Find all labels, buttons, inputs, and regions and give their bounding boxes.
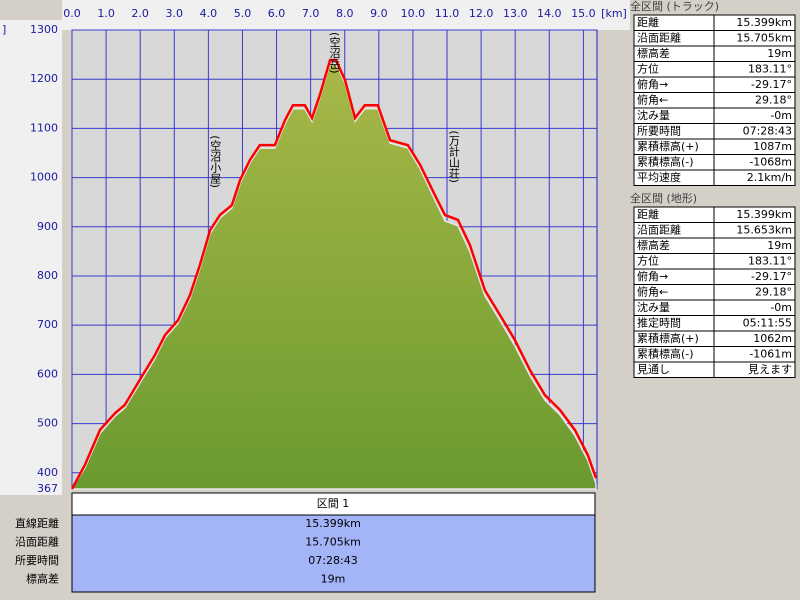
panel-label: 累積標高(-) [637,347,694,361]
x-tick-label: 5.0 [234,7,252,20]
panel-label: 累積標高(+) [637,331,699,345]
section-header: 区間 1 [317,497,350,510]
panel-label: 俯角→ [637,77,668,91]
panel-value: 15.399km [736,16,792,29]
y-tick-label: 1100 [30,121,58,134]
panel-value: -29.17° [751,78,792,91]
panel-value: 183.11° [748,63,792,76]
row-value: 19m [321,573,346,586]
row-label: 所要時間 [15,554,59,567]
panel-value: 見えます [748,363,792,376]
section-body-bg [71,514,596,593]
panel-label: 沈み量 [637,108,670,122]
panel-label: 累積標高(+) [637,139,699,153]
panel-label: 方位 [637,62,659,76]
y-tick-label: 700 [37,318,58,331]
panel-label: 俯角← [637,285,668,299]
panel-value: -1068m [749,156,792,169]
panel-value: -0m [770,109,792,122]
x-tick-label: 1.0 [97,7,115,20]
panel-value: 19m [767,239,792,252]
row-value: 15.705km [305,536,361,549]
panel-value: 05:11:55 [743,317,792,330]
annotation: (空沼岳) [328,32,341,74]
panel-value: 15.399km [736,208,792,221]
x-tick-label: 6.0 [268,7,286,20]
panel-label: 距離 [637,15,659,29]
panel-value: 1062m [753,332,792,345]
y-tick-label: 1000 [30,171,58,184]
panel-value: 19m [767,47,792,60]
panel-label: 俯角→ [637,269,668,283]
row-value: 07:28:43 [308,554,357,567]
x-tick-label: 10.0 [401,7,426,20]
row-label: 沿面距離 [15,535,59,549]
x-tick-label: 13.0 [503,7,528,20]
row-value: 15.399km [305,517,361,530]
x-axis-strip [62,0,630,30]
panel-label: 所要時間 [637,125,681,138]
x-tick-label: 9.0 [370,7,388,20]
y-tick-label: 500 [37,417,58,430]
x-tick-label: 4.0 [200,7,218,20]
x-tick-label: 11.0 [435,7,460,20]
y-tick-label: 1300 [30,23,58,36]
section-table: 区間 1 直線距離 15.399km 沿面距離 15.705km 所要時間 07:28:43… [15,492,596,593]
y-tick-label: 900 [37,220,58,233]
panel-value: 07:28:43 [743,125,792,138]
panel-value: 29.18° [755,94,792,107]
x-tick-label: 2.0 [131,7,149,20]
panel-label: 平均速度 [637,170,681,184]
x-tick-label: 3.0 [166,7,184,20]
panel-title: 全区間 (トラック) [630,0,719,13]
annotation: (万計山荘) [447,130,460,183]
y-axis-strip [0,20,62,495]
panel-value: 1087m [753,140,792,153]
panel-label: 標高差 [637,46,670,60]
panel-value: 183.11° [748,255,792,268]
y-tick-label: 600 [37,367,58,380]
stats-panels: 全区間 (トラック) 距離 15.399km 沿面距離 15.705km 標高差 19m 方位… [630,0,796,378]
x-tick-label: 12.0 [469,7,494,20]
plot: (空沼岳) (空沼小屋) (万計山荘) [70,29,598,490]
panel-label: 沿面距離 [637,31,681,45]
panel-label: 俯角← [637,93,668,107]
panel-value: 15.705km [736,32,792,45]
x-tick-label: 14.0 [537,7,562,20]
x-tick-label: 8.0 [336,7,354,20]
x-tick-label: 0.0 [63,7,81,20]
panel-title: 全区間 (地形) [630,191,697,205]
panel-value: -1061m [749,348,792,361]
panel-value: 15.653km [736,224,792,237]
y-tick-label: 800 [37,269,58,282]
panel-label: 方位 [637,254,659,268]
y-tick-label: 1200 [30,72,58,85]
y-tick-label: 367 [37,482,58,495]
x-unit: [km] [601,7,627,20]
panel-label: 見通し [637,363,670,376]
panel-label: 標高差 [637,238,670,252]
panel-value: 29.18° [755,286,792,299]
row-label: 標高差 [26,572,59,586]
panel-value: -29.17° [751,270,792,283]
track-line [70,58,598,490]
x-tick-label: 7.0 [302,7,320,20]
y-unit: ] [2,23,6,36]
y-tick-label: 400 [37,466,58,479]
annotation: (空沼小屋) [209,135,222,188]
panel-value: 2.1km/h [747,171,792,184]
panel-label: 距離 [637,207,659,221]
panel-label: 推定時間 [637,316,681,330]
panel-label: 沈み量 [637,300,670,314]
row-label: 直線距離 [15,516,59,530]
panel-label: 沿面距離 [637,223,681,237]
panel-value: -0m [770,301,792,314]
panel-label: 累積標高(-) [637,155,694,169]
x-tick-label: 15.0 [571,7,596,20]
